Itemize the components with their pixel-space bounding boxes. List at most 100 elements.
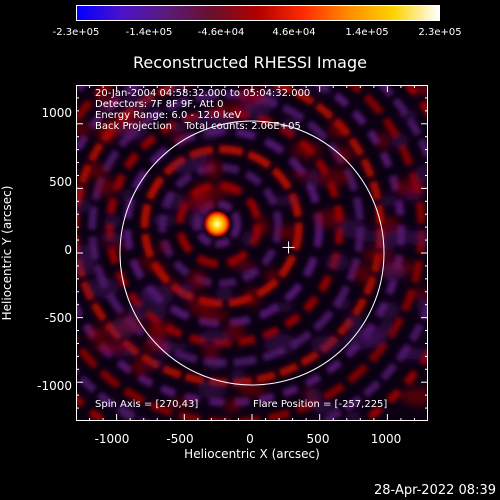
texture-blob [415, 164, 428, 184]
texture-blob [270, 196, 298, 206]
texture-blob [379, 301, 400, 320]
texture-blob [198, 129, 220, 141]
texture-blob [264, 268, 280, 283]
texture-blob [147, 263, 168, 274]
ytick-label-500: 500 [49, 175, 72, 189]
texture-blob [97, 232, 128, 242]
texture-blob [207, 357, 224, 371]
texture-blob [400, 387, 428, 406]
texture-blob [116, 121, 149, 139]
texture-blob [413, 85, 428, 96]
texture-blob [198, 329, 230, 345]
texture-blob [76, 121, 92, 137]
texture-blob [187, 296, 214, 316]
colorbar-label-4: 1.4e+05 [345, 27, 389, 38]
texture-blob [172, 158, 197, 175]
flare-position-text: Flare Position = [-257,225] [253, 399, 388, 410]
texture-blob [270, 302, 295, 312]
texture-blob [171, 121, 187, 132]
texture-blob [241, 267, 257, 280]
xtick-label-m1000: -1000 [94, 432, 130, 446]
colorbar-label-0: -2.3e+05 [52, 27, 100, 38]
texture-blob [120, 91, 156, 113]
texture-blob [338, 219, 368, 239]
info-method: Back Projection Total counts: 2.06E+05 [95, 121, 301, 132]
texture-blob [120, 85, 148, 90]
texture-blob [104, 214, 122, 228]
texture-blob [96, 101, 114, 115]
ripple-ring [105, 108, 344, 347]
texture-blob [87, 276, 120, 299]
texture-blob [202, 341, 220, 361]
texture-blob [182, 191, 218, 212]
texture-blob [325, 253, 350, 271]
xtick-label-500: 500 [306, 432, 330, 446]
texture-blob [93, 339, 128, 354]
texture-blob [241, 230, 254, 248]
texture-blob [263, 333, 299, 355]
ytick-label-0: 0 [64, 243, 72, 257]
texture-blob [164, 85, 188, 95]
texture-blob [377, 131, 390, 152]
texture-blob [128, 301, 148, 322]
ripple-ring [140, 145, 303, 308]
texture-blob [140, 287, 156, 300]
texture-blob [290, 170, 312, 180]
texture-blob [146, 320, 175, 335]
texture-blob [205, 182, 238, 198]
texture-blob [215, 287, 234, 302]
texture-blob [310, 335, 341, 354]
info-time: 20-Jan-2004 04:58:32.000 to 05:04:32.000 [95, 88, 311, 99]
texture-blob [398, 347, 428, 359]
texture-blob [291, 141, 322, 160]
texture-blob [244, 287, 261, 308]
texture-blob [312, 401, 339, 415]
info-energy: Energy Range: 6.0 - 12.0 keV [95, 110, 242, 121]
texture-blob [76, 198, 92, 213]
texture-blob [381, 261, 406, 281]
spin-axis-marker [282, 241, 295, 254]
datestamp: 28-Apr-2022 08:39 [374, 483, 496, 498]
texture-blob [361, 247, 394, 262]
texture-blob [168, 398, 195, 409]
texture-blob [165, 277, 178, 290]
colorbar [76, 5, 440, 21]
solar-limb [119, 120, 385, 386]
texture-blob [181, 114, 210, 126]
texture-blob [385, 229, 418, 244]
texture-blob [152, 213, 177, 227]
texture-blob [130, 358, 150, 377]
texture-blob [120, 401, 135, 421]
texture-blob [224, 322, 245, 344]
colorbar-label-3: 4.6e+04 [272, 27, 316, 38]
texture-blob [230, 368, 246, 384]
texture-blob [316, 169, 351, 187]
colorbar-label-2: -4.6e+04 [197, 27, 245, 38]
texture-blob [379, 195, 398, 207]
texture-blob [391, 133, 409, 149]
texture-blob [150, 302, 167, 319]
texture-blob [224, 399, 241, 414]
texture-blob [276, 224, 298, 241]
texture-blob [306, 387, 323, 407]
texture-blob [202, 158, 223, 180]
texture-blob [345, 410, 361, 421]
texture-blob [333, 146, 354, 165]
texture-blob [359, 230, 383, 243]
texture-blob [178, 283, 192, 301]
colorbar-label-1: -1.4e+05 [125, 27, 173, 38]
texture-blob [187, 269, 208, 290]
texture-blob [300, 85, 313, 93]
texture-blob [353, 263, 373, 284]
texture-blob [237, 382, 266, 397]
image-svg [76, 85, 428, 421]
texture-blob [227, 260, 257, 270]
texture-blob [197, 379, 227, 400]
texture-blob [76, 181, 87, 201]
texture-blob [136, 258, 157, 267]
texture-blob [254, 216, 270, 237]
texture-blob [335, 298, 351, 310]
texture-blob [95, 178, 119, 197]
texture-blob [85, 326, 109, 343]
